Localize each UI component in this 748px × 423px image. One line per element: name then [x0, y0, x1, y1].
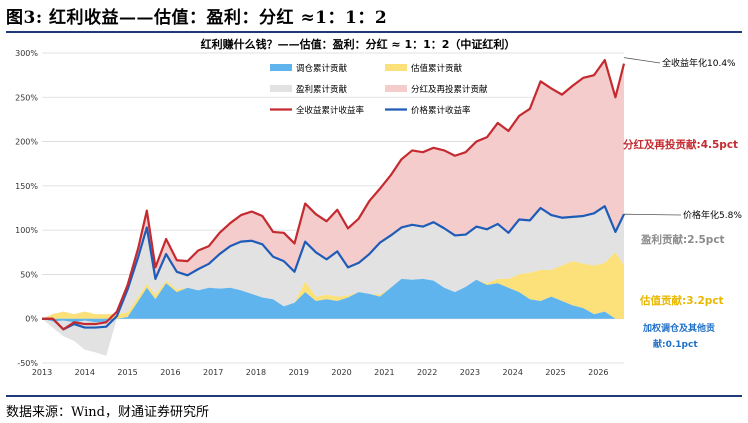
x-tick-label: 2019: [289, 368, 309, 377]
x-tick-label: 2021: [374, 368, 394, 377]
legend-item: 全收益累计收益率: [270, 105, 365, 116]
leader-total: [623, 57, 661, 64]
y-tick-label: 300%: [15, 49, 38, 58]
x-tick-label: 2020: [331, 368, 351, 377]
chart-title: 红利赚什么钱？——估值：盈利：分红 ≈ 1：1：2（中证红利）: [201, 37, 516, 51]
chart: -50%0%50%100%150%200%250%300% 2013 2014 20…: [15, 37, 742, 377]
x-tick-label: 2022: [417, 368, 437, 377]
legend-item: 估值累计贡献: [385, 63, 463, 74]
x-tick-label: 2016: [160, 368, 180, 377]
x-tick-label: 2025: [545, 368, 565, 377]
x-tick-label: 2015: [117, 368, 137, 377]
annotation-price-annual: 价格年化5.8%: [683, 209, 742, 221]
annotation-earnings-contrib: 盈利贡献:2.5pct: [640, 233, 725, 246]
annotation-total-annual: 全收益年化10.4%: [662, 57, 736, 69]
legend-swatch: [270, 85, 292, 92]
annotation-dividend-contrib: 分红及再投贡献:4.5pct: [623, 138, 738, 151]
source-note: 数据来源：Wind，财通证券研究所: [6, 405, 209, 420]
area-valuation: [42, 252, 624, 319]
line-series: [42, 57, 682, 331]
legend-swatch: [385, 85, 407, 92]
legend-label: 盈利累计贡献: [296, 84, 348, 95]
annotation-rebalance-contrib-2: 献:0.1pct: [653, 338, 698, 350]
x-axis: 2013 2014 2015 2016 2017 2018 2019 2020 2021 2022…: [32, 368, 609, 377]
area-earnings: [42, 206, 624, 319]
legend-item: 价格累计收益率: [385, 105, 471, 116]
y-tick-label: 250%: [15, 93, 38, 102]
annotation-valuation-contrib: 估值贡献:3.2pct: [639, 294, 724, 307]
y-tick-label: 200%: [15, 138, 38, 147]
legend-swatch: [270, 64, 292, 71]
x-tick-label: 2018: [246, 368, 266, 377]
y-tick-label: 150%: [15, 182, 38, 191]
line-total: [42, 58, 626, 331]
area-series: [42, 60, 624, 356]
area-earnings-negative: [42, 318, 624, 356]
y-tick-label: 50%: [20, 270, 38, 279]
legend-item: 分红及再投累计贡献: [385, 84, 488, 95]
x-tick-label: 2014: [75, 368, 95, 377]
y-axis: -50% 0% 50% 100% 150% 200% 250% 300%: [15, 49, 38, 368]
x-tick-label: 2023: [460, 368, 480, 377]
y-tick-label: 100%: [15, 226, 38, 235]
legend-label: 估值累计贡献: [411, 63, 463, 74]
line-price: [42, 205, 625, 331]
top-rule: [6, 31, 742, 33]
x-tick-label: 2013: [32, 368, 52, 377]
bottom-rule: [6, 395, 742, 397]
area-rebalance-negative: [42, 318, 624, 323]
x-tick-label: 2026: [588, 368, 608, 377]
figure-title: 图3: 红利收益——估值：盈利：分红 ≈1：1：2: [6, 8, 388, 28]
legend-label: 分红及再投累计贡献: [411, 84, 488, 95]
legend-label: 价格累计收益率: [411, 105, 471, 116]
annotations: 全收益年化10.4% 价格年化5.8% 分红及再投贡献:4.5pct 盈利贡献:…: [623, 57, 742, 350]
legend-swatch: [385, 64, 407, 71]
leader-price: [623, 213, 682, 216]
legend-label: 调仓累计贡献: [296, 63, 348, 74]
x-tick-label: 2017: [203, 368, 223, 377]
legend-label: 全收益累计收益率: [296, 105, 365, 116]
legend-item: 盈利累计贡献: [270, 84, 348, 95]
annotation-rebalance-contrib-1: 加权调仓及其他贡: [642, 322, 715, 334]
x-tick-label: 2024: [503, 368, 523, 377]
legend-item: 调仓累计贡献: [270, 63, 348, 74]
area-rebalance: [42, 278, 624, 319]
y-tick-label: 0%: [25, 315, 38, 324]
y-tick-label: -50%: [17, 359, 38, 368]
